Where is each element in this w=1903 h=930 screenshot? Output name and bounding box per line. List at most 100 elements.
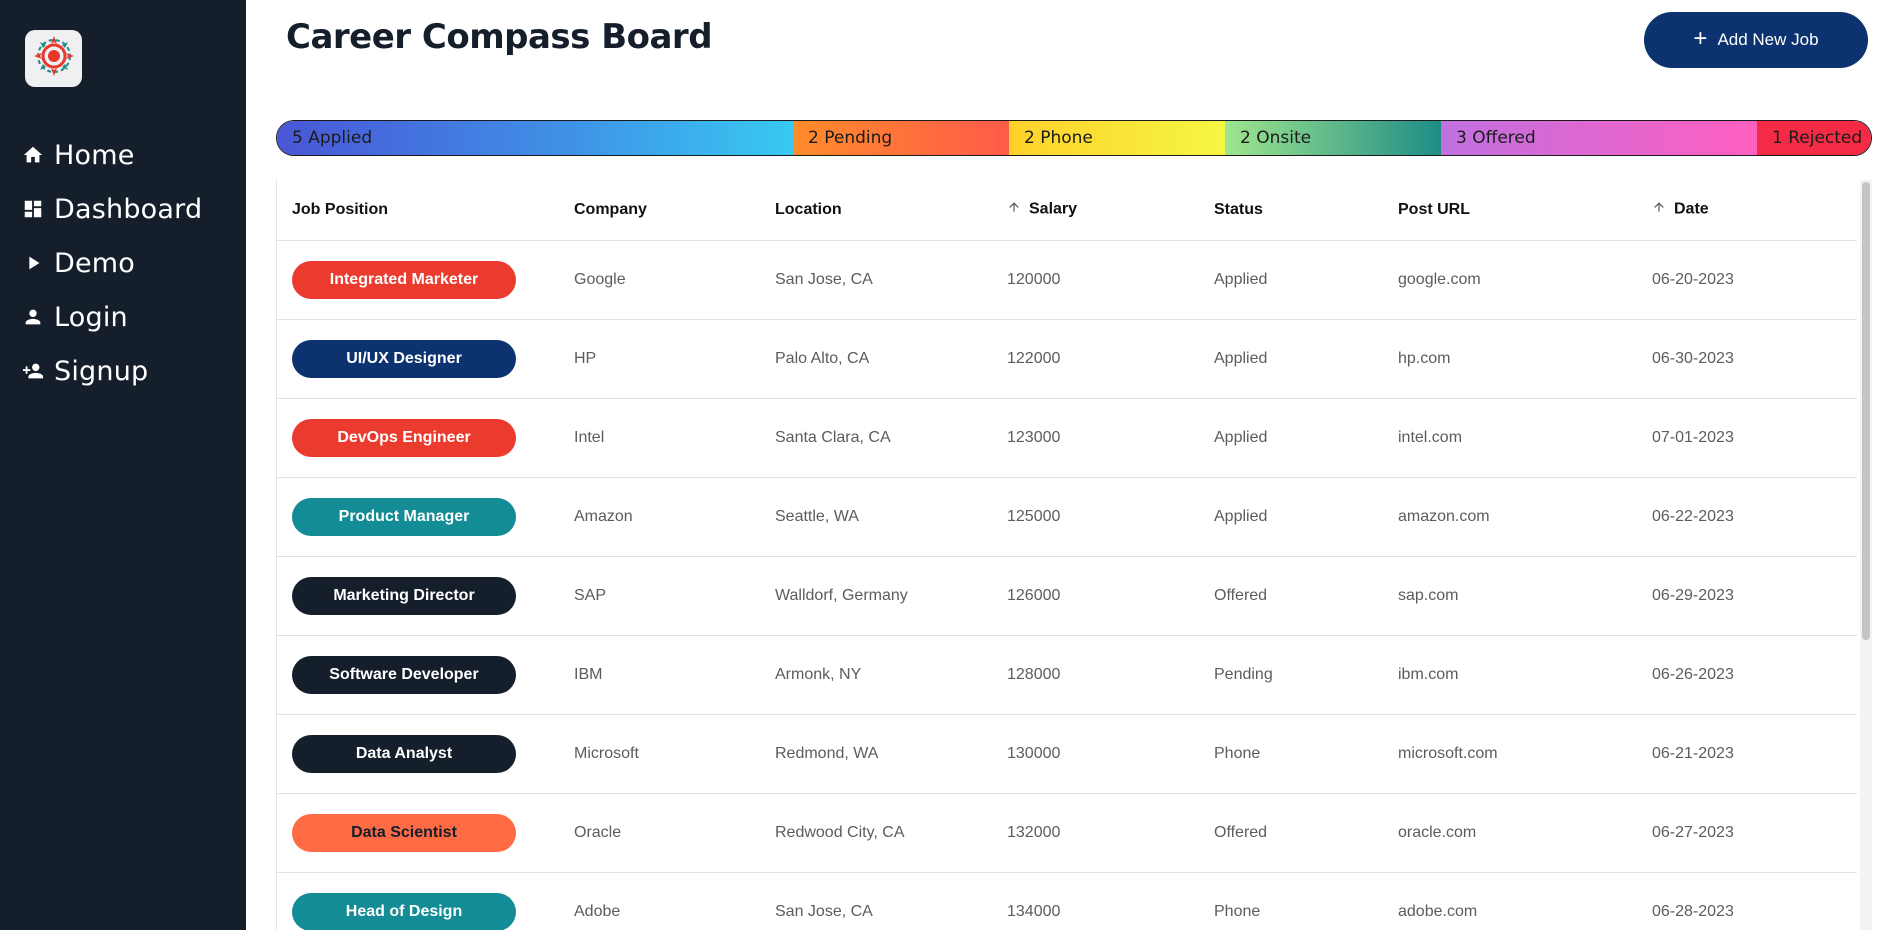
cell-company: Google [559,240,760,320]
status-segment-label: 2 Pending [808,128,893,148]
job-position-pill[interactable]: Data Analyst [292,734,516,773]
table-row[interactable]: Integrated Marketer Google San Jose, CA 120… [277,240,1857,320]
table-header-row: Job Position Company Location Salary Sta… [277,180,1857,241]
cell-location: Palo Alto, CA [760,319,992,399]
sidebar-item-demo[interactable]: Demo [0,236,246,290]
cell-location: Seattle, WA [760,477,992,557]
cell-date: 06-21-2023 [1637,714,1857,794]
status-segment-label: 3 Offered [1456,128,1536,148]
cell-post-url[interactable]: adobe.com [1383,872,1637,930]
app-logo[interactable] [25,30,82,87]
status-segment-rejected[interactable]: 1 Rejected [1757,121,1871,155]
column-header-job-position[interactable]: Job Position [277,180,559,241]
sidebar-nav: Home Dashboard Demo Login Signup [0,128,246,398]
cell-job-position: Software Developer [277,635,559,715]
column-header-location[interactable]: Location [760,180,992,241]
cell-status: Applied [1199,319,1383,399]
cell-post-url[interactable]: intel.com [1383,398,1637,478]
cell-company: Adobe [559,872,760,930]
cell-job-position: UI/UX Designer [277,319,559,399]
table-row[interactable]: Data Analyst Microsoft Redmond, WA 130000 Ph… [277,714,1857,794]
cell-salary: 123000 [992,398,1199,478]
column-header-salary[interactable]: Salary [992,180,1199,241]
sidebar-item-home[interactable]: Home [0,128,246,182]
cell-date: 06-20-2023 [1637,240,1857,320]
job-position-pill[interactable]: DevOps Engineer [292,418,516,457]
table-row[interactable]: UI/UX Designer HP Palo Alto, CA 122000 Appli… [277,319,1857,399]
cell-job-position: Data Analyst [277,714,559,794]
cell-post-url[interactable]: oracle.com [1383,793,1637,873]
cell-status: Applied [1199,240,1383,320]
cell-status: Phone [1199,714,1383,794]
table-row[interactable]: Software Developer IBM Armonk, NY 128000 Pen… [277,635,1857,715]
status-segment-applied[interactable]: 5 Applied [277,121,793,155]
status-segment-label: 1 Rejected [1772,128,1863,148]
sidebar-item-label: Signup [54,355,149,387]
status-segment-label: 5 Applied [292,128,373,148]
sort-ascending-icon [1652,200,1666,219]
table-row[interactable]: Product Manager Amazon Seattle, WA 125000 Ap… [277,477,1857,557]
cell-post-url[interactable]: google.com [1383,240,1637,320]
table-row[interactable]: Data Scientist Oracle Redwood City, CA 1320… [277,793,1857,873]
cell-company: Oracle [559,793,760,873]
cell-date: 06-30-2023 [1637,319,1857,399]
cell-post-url[interactable]: ibm.com [1383,635,1637,715]
cell-post-url[interactable]: amazon.com [1383,477,1637,557]
cell-post-url[interactable]: microsoft.com [1383,714,1637,794]
job-position-pill[interactable]: Product Manager [292,497,516,536]
cell-company: IBM [559,635,760,715]
cell-post-url[interactable]: hp.com [1383,319,1637,399]
column-header-post-url[interactable]: Post URL [1383,180,1637,241]
status-segment-pending[interactable]: 2 Pending [793,121,1009,155]
table-scrollbar[interactable] [1860,180,1872,930]
cell-date: 06-28-2023 [1637,872,1857,930]
job-position-pill[interactable]: Head of Design [292,892,516,930]
status-segment-onsite[interactable]: 2 Onsite [1225,121,1441,155]
cell-job-position: DevOps Engineer [277,398,559,478]
job-position-pill[interactable]: Data Scientist [292,813,516,852]
cell-location: Armonk, NY [760,635,992,715]
sidebar-item-dashboard[interactable]: Dashboard [0,182,246,236]
sidebar-item-signup[interactable]: Signup [0,344,246,398]
jobs-table-container: Job Position Company Location Salary Sta… [276,180,1872,930]
cell-date: 06-22-2023 [1637,477,1857,557]
table-row[interactable]: DevOps Engineer Intel Santa Clara, CA 12300… [277,398,1857,478]
status-segment-phone[interactable]: 2 Phone [1009,121,1225,155]
scrollbar-thumb[interactable] [1862,182,1870,640]
job-position-pill[interactable]: UI/UX Designer [292,339,516,378]
add-new-job-button[interactable]: + Add New Job [1644,12,1868,68]
job-position-pill[interactable]: Software Developer [292,655,516,694]
job-position-pill[interactable]: Integrated Marketer [292,260,516,299]
cell-status: Offered [1199,556,1383,636]
plus-icon: + [1693,25,1708,52]
sort-ascending-icon [1007,200,1021,219]
job-position-pill[interactable]: Marketing Director [292,576,516,615]
sidebar-item-label: Dashboard [54,193,203,225]
cell-job-position: Integrated Marketer [277,240,559,320]
sidebar-item-label: Login [54,301,128,333]
cell-salary: 130000 [992,714,1199,794]
column-header-company[interactable]: Company [559,180,760,241]
cell-job-position: Data Scientist [277,793,559,873]
column-header-status[interactable]: Status [1199,180,1383,241]
sidebar: Home Dashboard Demo Login Signup [0,0,246,930]
jobs-table-body: Integrated Marketer Google San Jose, CA 120… [277,240,1857,930]
cell-job-position: Product Manager [277,477,559,557]
cell-salary: 128000 [992,635,1199,715]
cell-post-url[interactable]: sap.com [1383,556,1637,636]
cell-date: 07-01-2023 [1637,398,1857,478]
cell-company: SAP [559,556,760,636]
cell-location: San Jose, CA [760,240,992,320]
cell-company: HP [559,319,760,399]
cell-status: Phone [1199,872,1383,930]
column-header-date[interactable]: Date [1637,180,1857,241]
status-segment-label: 2 Onsite [1240,128,1312,148]
table-row[interactable]: Marketing Director SAP Walldorf, Germany 12… [277,556,1857,636]
jobs-table: Job Position Company Location Salary Sta… [277,180,1857,930]
cell-location: Redwood City, CA [760,793,992,873]
cell-status: Applied [1199,477,1383,557]
status-segment-offered[interactable]: 3 Offered [1441,121,1757,155]
play-icon [21,251,45,275]
table-row[interactable]: Head of Design Adobe San Jose, CA 134000 Pho… [277,872,1857,930]
sidebar-item-login[interactable]: Login [0,290,246,344]
